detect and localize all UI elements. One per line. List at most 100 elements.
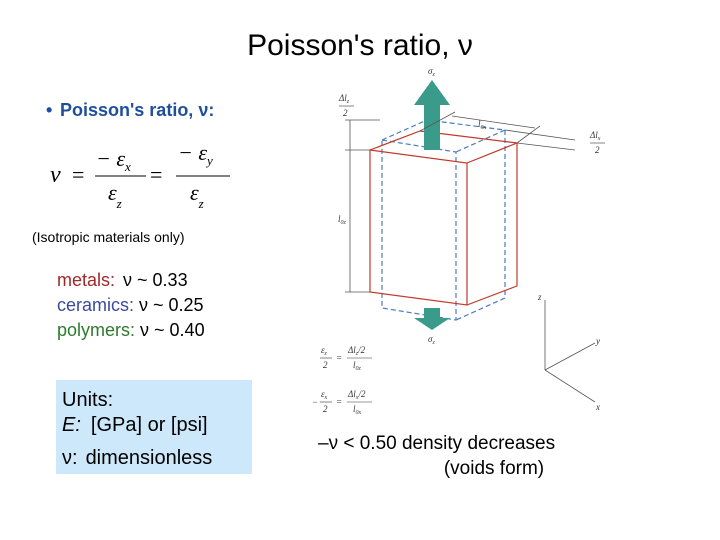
l0x-sub: 0x [481,125,487,131]
original-front [369,149,468,306]
axes [544,300,596,403]
denominator-text: ε [190,180,199,205]
axis-y: y [595,336,600,346]
units-symbol: E: [62,414,81,436]
units-text: dimensionless [86,447,213,469]
numerator-text: − ε [178,140,207,165]
eq-rden-text: l [353,360,356,370]
formula: ν = − εx εz = − εy εz [50,140,230,211]
deformed-side [455,130,506,321]
material-label: polymers: [57,320,135,340]
material: metals: ν ~ 0.33 [57,270,188,290]
numerator-sub: x [124,159,131,174]
numerator-text: − ε [96,146,125,171]
remark: –ν < 0.50 density decreases [318,433,555,454]
eq-num: εz [321,345,328,357]
eq-den: 2 [323,404,328,414]
eq-rden-text: l [353,404,356,414]
material-value: ν ~ 0.40 [140,320,205,340]
units-line: E: [GPa] or [psi] [62,414,208,436]
dlz-den: 2 [343,108,348,118]
material: ceramics: ν ~ 0.25 [57,295,204,315]
original-top [369,130,518,164]
dlx-sub: x [597,136,601,142]
eq-rnum-suffix: /2 [357,345,366,355]
stress-label: σz [428,334,435,346]
eq-equals: = [336,397,342,407]
eq-num-sub: z [324,351,328,357]
numerator: − εx [96,146,131,174]
dlx-num: Δl [589,130,598,140]
eq-rden: l0x [353,404,362,416]
eq-den: 2 [323,360,328,370]
denominator: εz [108,180,122,211]
units-text: [GPa] or [psi] [91,414,208,436]
numerator: − εy [178,140,213,168]
material-value: ν ~ 0.33 [123,270,188,290]
remark: (voids form) [444,458,544,479]
l0x-label: l0x [478,119,487,131]
eq-rnum-sub: z [355,351,359,357]
deformed-top [381,119,508,153]
eq-rden-sub: 0z [356,366,362,372]
deformed-front [381,139,457,321]
units-symbol: ν: [62,447,78,469]
eq-z: εz 2 = Δlz/2 l0z [320,345,372,372]
eq-rnum-text: Δl [347,345,356,355]
eq-rnum-text: Δl [347,389,356,399]
formula-equals: = [72,162,84,187]
axis-x: x [595,402,600,412]
material-value: ν ~ 0.25 [139,295,204,315]
stress-arrow-up [414,80,450,150]
material: polymers: ν ~ 0.40 [57,320,205,340]
denominator-sub: z [116,196,122,211]
denominator: εz [190,180,204,211]
stress-arrow-down [414,308,450,330]
denominator-text: ε [108,180,117,205]
note: (Isotropic materials only) [32,229,185,245]
l0x-symbol: l [478,119,481,129]
dimension-lines [345,111,576,293]
units-heading: Units: [62,389,113,411]
eq-x: − εx 2 = Δlx/2 l0x [312,389,372,416]
original-box [369,130,518,306]
stress-symbol: σ [428,66,433,76]
eq-num-text: ε [321,389,325,399]
eq-rnum-suffix: /2 [357,389,366,399]
dlz-sub: z [346,99,350,105]
eq-minus: − [312,397,318,407]
eq-equals: = [336,353,342,363]
material-label: ceramics: [57,295,134,315]
numerator-sub: y [205,153,213,168]
stress-sub: z [431,340,435,346]
units-line: ν: dimensionless [62,447,212,469]
axis-z: z [537,292,542,302]
eq-rnum-sub: x [355,395,359,401]
material-label: metals: [57,270,115,290]
eq-rnum: Δlz/2 [347,345,366,357]
deformed-box [381,119,508,321]
original-side [466,143,518,306]
dlx-den: 2 [595,145,600,155]
eq-num-text: ε [321,345,325,355]
stress-sub: z [431,72,435,78]
dlz-label: Δlz [338,93,350,105]
bullet-text: Poisson's ratio, ν: [60,100,214,120]
formula-equals: = [150,162,162,187]
l0z-symbol: l [338,214,341,224]
l0z-label: l0z [338,214,347,226]
units-box [56,380,252,474]
diagram: σz σz Δlz 2 l0z l0x Δlx 2 z y x εz [312,66,605,416]
dlz-num: Δl [338,93,347,103]
dlx-label: Δlx [589,130,601,142]
l0z-sub: 0z [341,220,347,226]
bullet-dot: • [46,100,52,120]
eq-rden-sub: 0x [356,410,362,416]
eq-num: εx [321,389,328,401]
stress-symbol: σ [428,334,433,344]
eq-num-sub: x [324,395,328,401]
eq-rnum: Δlx/2 [347,389,366,401]
denominator-sub: z [198,196,204,211]
formula-lhs: ν [50,162,61,188]
